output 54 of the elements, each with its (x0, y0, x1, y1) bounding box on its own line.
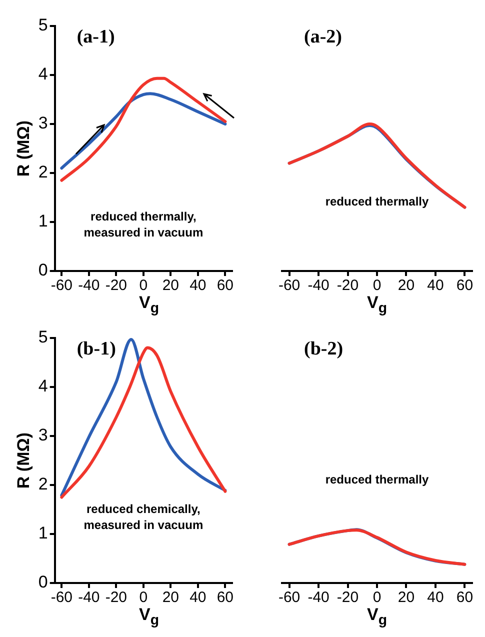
x-tick-label: -60 (50, 277, 73, 294)
y-tick-label: 3 (38, 426, 48, 445)
y-axis-title: R (MΩ) (14, 432, 33, 489)
y-tick-label: 3 (38, 114, 48, 133)
x-axis-title: V$_{g}$ (138, 604, 160, 630)
x-tick-label: -60 (278, 277, 300, 294)
x-tick-label: 0 (139, 589, 148, 606)
x-tick-label: 20 (162, 277, 180, 294)
x-tick-label: -40 (78, 277, 100, 294)
x-tick-label: -20 (336, 589, 359, 606)
x-tick-label: 60 (456, 277, 474, 294)
chart-title: (a-1) (76, 26, 115, 48)
annotation: reduced thermally (325, 194, 430, 209)
y-tick-label: 5 (38, 16, 48, 35)
annotation: reduced thermally (325, 472, 430, 486)
x-tick-label: 40 (427, 589, 444, 606)
x-tick-label: 0 (372, 277, 382, 294)
x-tick-label: -20 (336, 277, 359, 294)
x-tick-label: -60 (50, 589, 73, 606)
x-tick-label: 60 (216, 589, 234, 606)
y-axis-title: R (MΩ) (14, 120, 33, 177)
x-tick-label: 20 (398, 277, 415, 294)
y-tick-label: 2 (38, 474, 48, 494)
chart-title: (b-1) (76, 338, 116, 360)
y-tick-label: 1 (38, 524, 48, 543)
y-tick-label: 0 (38, 572, 48, 592)
y-tick-label: 2 (38, 162, 48, 182)
x-tick-label: -40 (308, 277, 330, 294)
x-axis-title: V$_{g}$ (138, 292, 160, 318)
x-tick-label: -20 (105, 589, 128, 606)
x-tick-label: 40 (190, 589, 206, 606)
x-tick-label: -60 (278, 589, 300, 606)
y-tick-label: 4 (38, 64, 48, 84)
x-tick-label: 20 (162, 589, 180, 606)
x-tick-label: -40 (78, 589, 100, 606)
y-tick-label: 1 (38, 212, 48, 231)
x-tick-label: 60 (216, 277, 234, 294)
x-tick-label: 0 (139, 277, 148, 294)
x-tick-label: -40 (308, 589, 330, 606)
x-axis-title: V$_{g}$ (366, 292, 388, 318)
x-tick-label: -20 (105, 277, 128, 294)
x-tick-label: 40 (190, 277, 206, 294)
x-tick-label: 20 (398, 589, 415, 606)
x-tick-label: 0 (372, 589, 382, 606)
chart-title: (a-2) (304, 26, 342, 48)
chart-title: (b-2) (304, 338, 344, 360)
x-tick-label: 60 (456, 589, 474, 606)
y-tick-label: 5 (38, 328, 48, 347)
annotation: reduced chemically, measured in vacuum (84, 502, 204, 532)
annotation: reduced thermally, measured in vacuum (84, 209, 204, 240)
x-axis-title: V$_{g}$ (366, 604, 388, 630)
y-tick-label: 0 (38, 260, 48, 280)
y-tick-label: 4 (38, 376, 48, 396)
x-tick-label: 40 (427, 277, 444, 294)
